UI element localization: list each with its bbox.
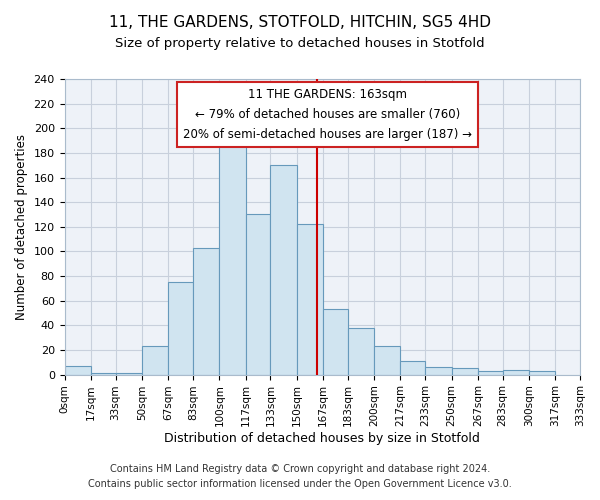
Bar <box>348 328 374 374</box>
Bar <box>529 371 555 374</box>
Text: 11 THE GARDENS: 163sqm
← 79% of detached houses are smaller (760)
20% of semi-de: 11 THE GARDENS: 163sqm ← 79% of detached… <box>183 88 472 141</box>
Bar <box>297 224 323 374</box>
Text: 11, THE GARDENS, STOTFOLD, HITCHIN, SG5 4HD: 11, THE GARDENS, STOTFOLD, HITCHIN, SG5 … <box>109 15 491 30</box>
Bar <box>452 368 478 374</box>
Text: Size of property relative to detached houses in Stotfold: Size of property relative to detached ho… <box>115 38 485 51</box>
Bar <box>478 371 503 374</box>
Bar <box>400 361 425 374</box>
Text: Contains HM Land Registry data © Crown copyright and database right 2024.
Contai: Contains HM Land Registry data © Crown c… <box>88 464 512 489</box>
Bar <box>425 367 452 374</box>
Bar <box>220 137 245 374</box>
Bar <box>271 165 297 374</box>
Bar <box>503 370 529 374</box>
Bar <box>374 346 400 374</box>
X-axis label: Distribution of detached houses by size in Stotfold: Distribution of detached houses by size … <box>164 432 480 445</box>
Bar <box>323 310 348 374</box>
Bar <box>193 248 220 374</box>
Bar <box>65 366 91 374</box>
Bar <box>142 346 168 374</box>
Y-axis label: Number of detached properties: Number of detached properties <box>15 134 28 320</box>
Bar <box>168 282 193 374</box>
Bar <box>245 214 271 374</box>
